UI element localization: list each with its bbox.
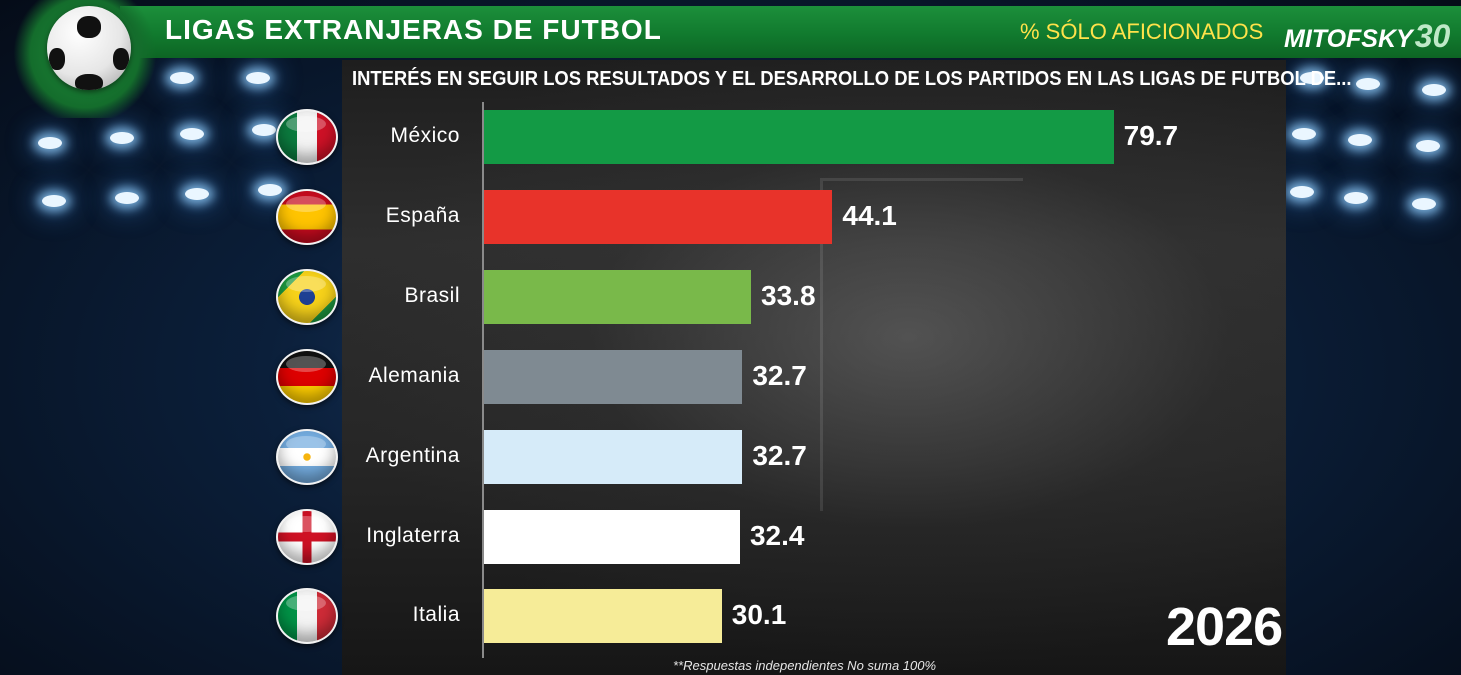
brand-logo: MITOFSKY30	[1284, 18, 1450, 55]
category-label: España	[385, 203, 460, 227]
bar	[484, 589, 722, 644]
page-title: LIGAS EXTRANJERAS DE FUTBOL	[165, 14, 662, 45]
value-label: 44.1	[842, 199, 897, 231]
category-label: Alemania	[368, 363, 460, 387]
bar	[484, 189, 833, 244]
soccer-ball-icon	[47, 6, 131, 90]
category-label: Argentina	[365, 443, 460, 467]
brazil-flag-icon	[276, 268, 338, 325]
value-label: 32.7	[752, 439, 807, 471]
page-subtitle: % SÓLO AFICIONADOS	[1020, 19, 1264, 44]
footnote: **Respuestas independientes No suma 100%	[673, 658, 937, 673]
goal-silhouette	[820, 178, 1023, 511]
logo-number: 30	[1414, 18, 1451, 54]
category-label: Italia	[412, 603, 460, 627]
bar	[484, 349, 743, 404]
category-label: Brasil	[404, 283, 460, 307]
spain-flag-icon	[276, 188, 338, 245]
bar	[484, 269, 752, 324]
bar	[484, 509, 740, 564]
bar	[484, 429, 743, 484]
italy-flag-icon	[276, 588, 338, 645]
value-label: 79.7	[1123, 120, 1179, 151]
germany-flag-icon	[276, 348, 338, 405]
mexico-flag-icon	[276, 109, 338, 165]
logo-text: MITOFSKY	[1284, 25, 1413, 53]
value-label: 30.1	[731, 599, 787, 631]
value-label: 32.4	[749, 519, 805, 551]
value-label: 33.8	[761, 279, 816, 311]
value-label: 32.7	[752, 359, 807, 391]
year-label: 2026	[1166, 597, 1283, 657]
header-bar	[120, 6, 1461, 58]
england-flag-icon	[276, 508, 338, 565]
bar	[484, 110, 1114, 164]
argentina-flag-icon	[276, 428, 338, 485]
chart-title: INTERÉS EN SEGUIR LOS RESULTADOS Y EL DE…	[352, 68, 1352, 90]
category-label: México	[390, 124, 460, 147]
category-label: Inglaterra	[366, 523, 460, 547]
category-axis-line	[482, 102, 484, 658]
